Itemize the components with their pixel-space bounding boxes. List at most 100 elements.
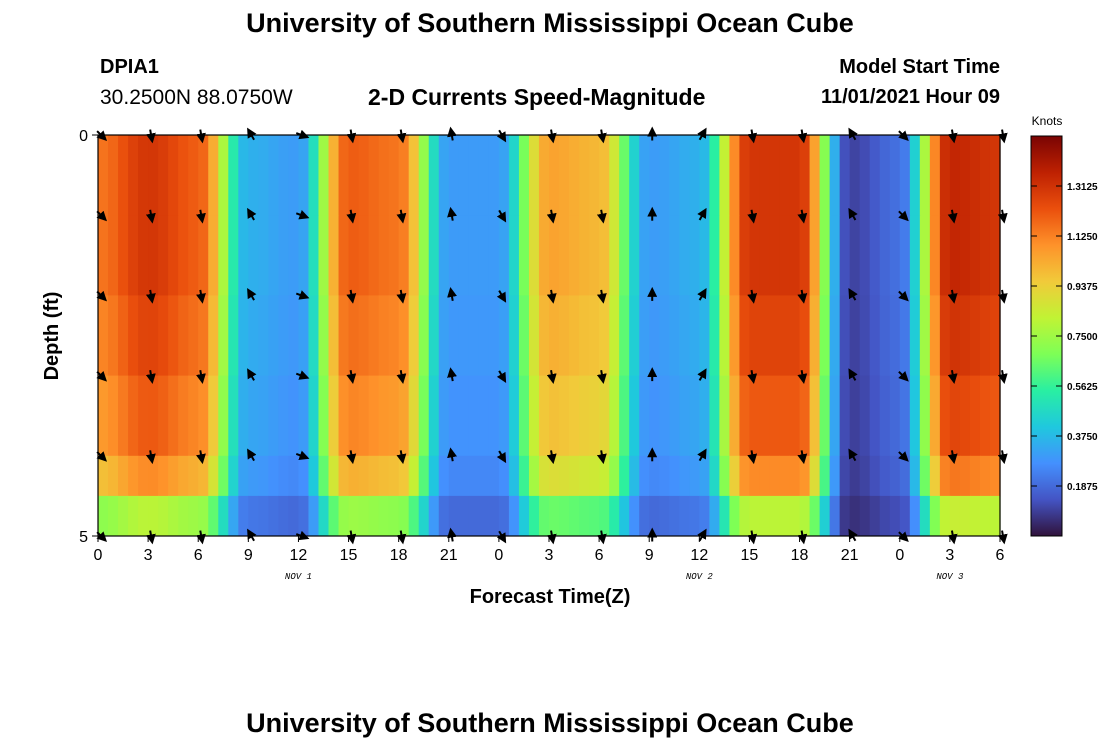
heatmap-cell: [428, 375, 440, 457]
heatmap-cell: [488, 295, 500, 376]
heatmap-cell: [178, 215, 189, 296]
heatmap-cell: [829, 135, 841, 216]
current-direction-arrow: [797, 450, 808, 465]
heatmap-cell: [468, 135, 480, 216]
current-direction-arrow: [947, 209, 958, 224]
current-direction-arrow: [697, 368, 707, 381]
heatmap-cell: [949, 295, 961, 376]
heatmap-cell: [478, 295, 490, 376]
heatmap-cell: [488, 215, 500, 296]
current-direction-arrow: [247, 207, 257, 221]
heatmap-cell: [599, 495, 610, 537]
heatmap-cell: [198, 495, 209, 537]
heatmap-cell: [699, 135, 710, 216]
current-direction-arrow: [247, 288, 257, 301]
current-direction-arrow: [848, 368, 858, 381]
heatmap-cell: [468, 295, 480, 376]
heatmap-cell: [599, 135, 610, 216]
heatmap-cell: [488, 375, 500, 457]
heatmap-cell: [679, 295, 690, 376]
heatmap-cell: [769, 135, 781, 216]
current-direction-arrow: [346, 289, 357, 304]
heatmap-cell: [859, 455, 871, 497]
heatmap-cell: [438, 495, 450, 537]
heatmap-cell: [629, 295, 640, 376]
heatmap-cell: [318, 495, 330, 537]
heatmap-cell: [859, 495, 871, 537]
heatmap-cell: [969, 295, 981, 376]
heatmap-cell: [759, 295, 771, 376]
heatmap-cell: [669, 495, 680, 537]
heatmap-cell: [559, 135, 570, 216]
heatmap-cell: [839, 495, 851, 537]
heatmap-cell: [318, 455, 330, 497]
heatmap-cell: [328, 495, 340, 537]
heatmap-cell: [408, 295, 420, 376]
heatmap-cell: [789, 295, 801, 376]
heatmap-cell: [769, 295, 781, 376]
heatmap-cell: [308, 495, 320, 537]
heatmap-cell: [739, 455, 751, 497]
heatmap-cell: [599, 375, 610, 457]
heatmap-cell: [218, 455, 229, 497]
heatmap-cell: [398, 495, 410, 537]
heatmap-cell: [418, 215, 430, 296]
heatmap-cell: [478, 135, 490, 216]
heatmap-cell: [128, 135, 139, 216]
heatmap-cell: [869, 495, 881, 537]
heatmap-cell: [789, 495, 801, 537]
current-direction-arrow: [447, 447, 457, 462]
heatmap-cell: [158, 295, 169, 376]
heatmap-cell: [418, 375, 430, 457]
heatmap-cell: [609, 295, 620, 376]
chart-title: 2-D Currents Speed-Magnitude: [368, 84, 706, 110]
heatmap-cell: [909, 375, 921, 457]
heatmap-cell: [749, 295, 761, 376]
heatmap-cell: [649, 295, 660, 376]
heatmap-cell: [428, 135, 440, 216]
x-tick-label: 6: [194, 547, 203, 564]
heatmap-cell: [879, 295, 891, 376]
heatmap-cell: [508, 215, 520, 296]
heatmap-cell: [929, 495, 941, 537]
heatmap-cell: [338, 295, 350, 376]
heatmap-cell: [98, 375, 109, 457]
heatmap-cell: [639, 215, 650, 296]
heatmap-cell: [709, 135, 720, 216]
heatmap-cell: [799, 295, 811, 376]
heatmap-cell: [178, 295, 189, 376]
heatmap-cell: [749, 135, 761, 216]
current-direction-arrow: [747, 370, 758, 384]
heatmap-cell: [829, 215, 841, 296]
heatmap-cell: [969, 135, 981, 216]
heatmap-cell: [659, 215, 670, 296]
heatmap-cell: [348, 375, 360, 457]
heatmap-cell: [538, 295, 550, 376]
heatmap-cell: [338, 495, 350, 537]
heatmap-cell: [859, 375, 871, 457]
current-direction-arrow: [295, 370, 310, 380]
heatmap-cell: [98, 455, 109, 497]
current-direction-arrow: [797, 289, 808, 304]
heatmap-cell: [278, 135, 290, 216]
heatmap-cell: [358, 215, 370, 296]
heatmap-cell: [729, 455, 741, 497]
heatmap-cell: [378, 495, 390, 537]
heatmap-cell: [258, 455, 269, 497]
heatmap-cell: [599, 295, 610, 376]
heatmap-cell: [348, 455, 360, 497]
current-direction-arrow: [396, 209, 407, 224]
heatmap-cell: [899, 375, 911, 457]
heatmap-cell: [589, 375, 600, 457]
heatmap-cell: [689, 135, 700, 216]
date-label: NOV 2: [686, 572, 714, 582]
x-tick-label: 21: [440, 547, 458, 564]
heatmap-cell: [699, 295, 710, 376]
heatmap-cell: [108, 135, 119, 216]
heatmap-cell: [609, 215, 620, 296]
heatmap-cell: [719, 495, 730, 537]
heatmap-cell: [949, 495, 961, 537]
heatmap-cell: [538, 135, 550, 216]
current-direction-arrow: [848, 207, 858, 221]
current-direction-arrow: [196, 209, 206, 224]
